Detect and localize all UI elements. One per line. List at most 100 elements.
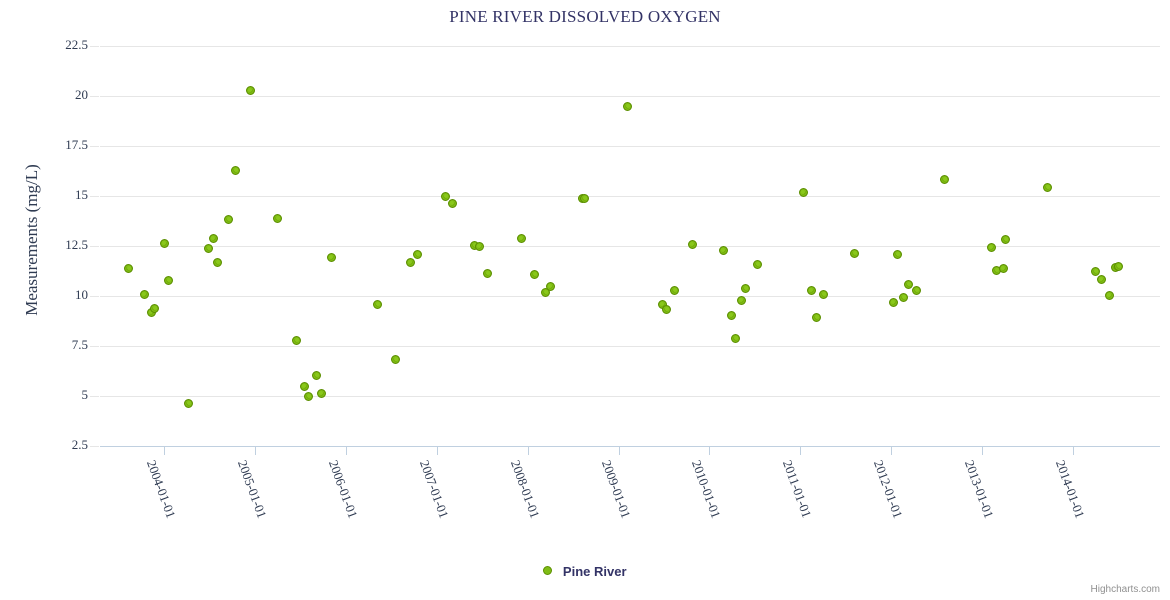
data-point[interactable]: [1043, 182, 1052, 192]
data-point[interactable]: [545, 281, 555, 291]
chart-legend: Pine River: [0, 563, 1170, 581]
x-tick-mark: [800, 447, 801, 455]
data-point[interactable]: [662, 304, 672, 314]
data-point[interactable]: [888, 297, 898, 307]
data-point[interactable]: [726, 310, 736, 320]
data-point[interactable]: [159, 238, 169, 248]
y-tick-label: 7.5: [71, 337, 88, 352]
data-point[interactable]: [373, 299, 383, 309]
data-point[interactable]: [798, 187, 808, 197]
data-point[interactable]: [299, 381, 309, 391]
data-point[interactable]: [986, 242, 996, 252]
y-tick-label: 2.5: [71, 437, 88, 452]
gridline-horizontal: [100, 296, 1160, 297]
data-point[interactable]: [204, 243, 213, 253]
x-tick-label: 2010-01-01: [688, 458, 724, 521]
y-tick-label: 22.5: [65, 37, 88, 52]
data-point[interactable]: [623, 101, 633, 111]
y-tick-mark: [90, 196, 99, 197]
data-point[interactable]: [164, 275, 173, 285]
data-point[interactable]: [736, 295, 746, 305]
data-point[interactable]: [316, 388, 326, 398]
data-point[interactable]: [326, 252, 336, 262]
data-point[interactable]: [912, 285, 922, 295]
credits-link[interactable]: Highcharts.com: [1090, 584, 1160, 595]
legend-marker-icon: [543, 566, 553, 576]
y-tick-label: 5: [81, 387, 89, 402]
x-tick-mark: [982, 447, 983, 455]
data-point[interactable]: [304, 391, 313, 401]
y-tick-mark: [90, 146, 99, 147]
data-point[interactable]: [391, 354, 401, 364]
data-point[interactable]: [806, 285, 816, 295]
y-tick-label: 20: [75, 87, 88, 102]
y-axis: Measurements (mg/L) 2.5 5 7.5 10 12.5 15 17.5 2…: [0, 0, 88, 600]
data-point[interactable]: [904, 279, 913, 289]
data-point[interactable]: [139, 289, 149, 299]
data-point[interactable]: [474, 241, 484, 251]
x-tick-mark: [346, 447, 347, 455]
data-point[interactable]: [245, 85, 255, 95]
x-tick-label: 2007-01-01: [416, 458, 452, 521]
data-point[interactable]: [516, 233, 526, 243]
data-point[interactable]: [1114, 261, 1123, 271]
data-point[interactable]: [657, 299, 667, 309]
data-point[interactable]: [687, 239, 697, 249]
data-point[interactable]: [231, 165, 241, 175]
y-tick-mark: [90, 396, 99, 397]
data-point[interactable]: [812, 312, 822, 322]
x-tick-label: 2005-01-01: [234, 458, 270, 521]
chart-title: PINE RIVER DISSOLVED OXYGEN: [449, 7, 721, 26]
data-point[interactable]: [530, 269, 540, 279]
x-tick-label: 2004-01-01: [143, 458, 179, 521]
legend-item-pine-river[interactable]: Pine River: [543, 563, 627, 581]
data-point[interactable]: [184, 398, 193, 408]
x-tick-mark: [709, 447, 710, 455]
data-point[interactable]: [312, 370, 322, 380]
data-point[interactable]: [224, 214, 233, 224]
data-point[interactable]: [1096, 274, 1106, 284]
data-point[interactable]: [483, 268, 493, 278]
data-point[interactable]: [718, 245, 728, 255]
x-tick-mark: [437, 447, 438, 455]
gridline-horizontal: [100, 146, 1160, 147]
data-point[interactable]: [447, 198, 457, 208]
data-point[interactable]: [998, 263, 1008, 273]
data-point[interactable]: [213, 257, 223, 267]
gridline-horizontal: [100, 396, 1160, 397]
data-point[interactable]: [124, 263, 133, 273]
data-point[interactable]: [580, 193, 590, 203]
x-tick-label: 2013-01-01: [961, 458, 997, 521]
data-point[interactable]: [940, 174, 950, 184]
data-point[interactable]: [413, 249, 423, 259]
data-point[interactable]: [1104, 290, 1114, 300]
data-point[interactable]: [819, 289, 829, 299]
x-tick-label: 2011-01-01: [779, 458, 815, 520]
data-point[interactable]: [273, 213, 283, 223]
data-point[interactable]: [1091, 266, 1101, 276]
data-point[interactable]: [292, 335, 302, 345]
data-point[interactable]: [405, 257, 415, 267]
data-point[interactable]: [441, 191, 451, 201]
plot-area: [100, 46, 1160, 447]
x-tick-label: 2012-01-01: [870, 458, 906, 521]
y-tick-label: 17.5: [65, 137, 88, 152]
x-tick-label: 2008-01-01: [507, 458, 543, 521]
data-point[interactable]: [753, 259, 763, 269]
data-point[interactable]: [850, 248, 860, 258]
data-point[interactable]: [150, 303, 160, 313]
data-point[interactable]: [1001, 234, 1011, 244]
data-point[interactable]: [670, 285, 680, 295]
data-point[interactable]: [731, 333, 741, 343]
data-point[interactable]: [208, 233, 218, 243]
y-tick-mark: [90, 46, 99, 47]
x-tick-mark: [528, 447, 529, 455]
x-tick-label: 2014-01-01: [1052, 458, 1088, 521]
y-tick-mark: [90, 346, 99, 347]
x-axis-line: [100, 446, 1160, 447]
data-point[interactable]: [893, 249, 903, 259]
data-point[interactable]: [741, 283, 751, 293]
data-point[interactable]: [899, 292, 909, 302]
gridline-horizontal: [100, 246, 1160, 247]
